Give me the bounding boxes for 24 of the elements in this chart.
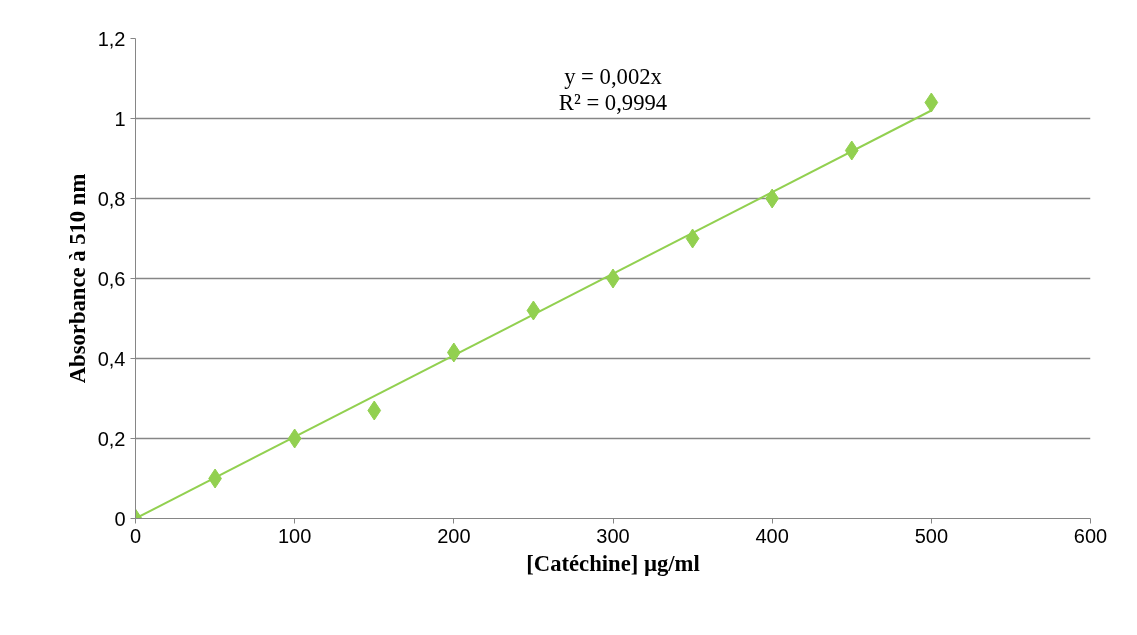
x-tick-label: 600 xyxy=(1073,524,1108,547)
x-tick-label: 400 xyxy=(755,524,789,547)
point xyxy=(367,400,382,421)
y-tick-label: 0 xyxy=(114,507,126,530)
annotation: y = 0,002x xyxy=(564,64,663,89)
point xyxy=(287,428,302,449)
x-tick-label: 300 xyxy=(596,524,630,547)
x-tick-label: 200 xyxy=(437,524,471,547)
point xyxy=(924,92,939,113)
point xyxy=(685,228,700,249)
point xyxy=(844,140,859,161)
y-tick-label: 0,8 xyxy=(97,187,126,210)
x-axis-title: [Catéchine] µg/ml xyxy=(526,550,700,576)
y-tick-label: 1,2 xyxy=(97,27,126,50)
y-tick-label: 0,2 xyxy=(97,427,126,450)
y-tick-label: 1 xyxy=(114,107,126,130)
x-tick-label: 500 xyxy=(914,524,949,547)
point xyxy=(526,300,541,321)
x-tick-label: 100 xyxy=(277,524,312,547)
annotation: R² = 0,9994 xyxy=(558,90,668,115)
y-tick-label: 0,6 xyxy=(97,267,126,290)
y-tick-label: 0,4 xyxy=(97,347,126,370)
y-axis-title: Absorbance à 510 nm xyxy=(64,173,90,384)
x-tick-label: 0 xyxy=(129,524,142,547)
